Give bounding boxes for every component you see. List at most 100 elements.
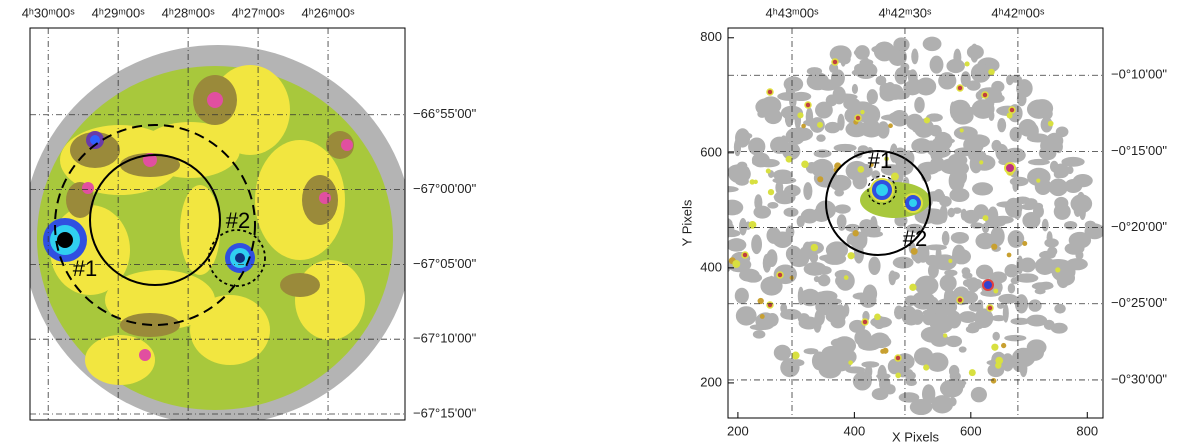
annotation: #2 bbox=[903, 226, 927, 251]
faint-source bbox=[880, 348, 886, 354]
faint-source bbox=[942, 333, 948, 338]
speckle bbox=[783, 76, 804, 92]
speckle bbox=[728, 218, 733, 229]
speckle bbox=[966, 80, 981, 91]
point-source bbox=[766, 88, 774, 96]
speckle bbox=[833, 143, 857, 153]
right-tick-label: −0°10'00" bbox=[1111, 67, 1167, 82]
frame-2 bbox=[727, 27, 1104, 419]
speckle bbox=[892, 256, 914, 269]
speckle bbox=[973, 154, 996, 171]
speckle bbox=[898, 392, 920, 403]
point-source bbox=[956, 296, 964, 304]
speckle bbox=[952, 207, 962, 214]
frame-1 bbox=[29, 27, 406, 421]
faint-source bbox=[801, 123, 806, 129]
faint-source bbox=[964, 61, 970, 67]
speckle bbox=[998, 293, 1018, 304]
speckle bbox=[1027, 167, 1051, 187]
speckle bbox=[967, 322, 984, 330]
top-tick-label: 4ʰ42ᵐ00ˢ bbox=[991, 5, 1045, 20]
speckle bbox=[949, 187, 970, 203]
speckle bbox=[1044, 238, 1059, 248]
faint-source bbox=[910, 247, 918, 255]
speckle bbox=[816, 265, 832, 275]
speckle bbox=[946, 310, 962, 329]
right-tick-label: −0°15'00" bbox=[1111, 143, 1167, 158]
speckle bbox=[1053, 203, 1071, 220]
faint-source bbox=[767, 188, 775, 196]
faint-source bbox=[993, 288, 999, 294]
faint-source bbox=[959, 128, 964, 133]
speckle bbox=[950, 231, 969, 244]
speckle bbox=[871, 45, 893, 54]
faint-source bbox=[791, 351, 800, 360]
speckle bbox=[1064, 242, 1085, 255]
speckle bbox=[879, 376, 891, 392]
right-tick-label: −67°10'00" bbox=[413, 331, 477, 346]
speckle bbox=[922, 36, 942, 52]
speckle bbox=[991, 315, 1007, 322]
speckle bbox=[768, 275, 775, 291]
speckle bbox=[875, 75, 887, 86]
speckle bbox=[803, 348, 819, 355]
speckle bbox=[773, 194, 790, 201]
speckle bbox=[851, 83, 858, 95]
faint-source bbox=[968, 369, 976, 377]
speckle bbox=[790, 359, 805, 367]
speckle bbox=[877, 121, 890, 139]
faint-source bbox=[816, 121, 823, 128]
right-tick-label: −67°15'00" bbox=[413, 405, 477, 420]
right-tick-label: −0°30'00" bbox=[1111, 371, 1167, 386]
faint-source bbox=[1006, 112, 1013, 119]
speckle bbox=[1012, 179, 1019, 192]
faint-source bbox=[988, 68, 995, 76]
speckle bbox=[961, 267, 971, 276]
speckle bbox=[866, 89, 878, 105]
speckle bbox=[997, 117, 1007, 133]
speckle bbox=[911, 291, 936, 310]
faint-source bbox=[1006, 252, 1012, 258]
speckle bbox=[911, 48, 919, 65]
speckle bbox=[914, 275, 939, 296]
speckle bbox=[843, 97, 861, 111]
x-tick-label: 800 bbox=[1076, 423, 1098, 438]
speckle bbox=[913, 118, 935, 138]
speckle bbox=[944, 133, 952, 149]
speckle bbox=[806, 72, 830, 91]
speckle bbox=[916, 243, 930, 263]
speckle bbox=[735, 128, 751, 148]
speckle bbox=[1041, 218, 1049, 232]
point-source bbox=[776, 271, 784, 279]
faint-source bbox=[732, 259, 741, 268]
faint-source bbox=[990, 378, 997, 384]
faint-source bbox=[817, 176, 824, 183]
point-source bbox=[861, 318, 869, 326]
y-tick-label: 200 bbox=[700, 374, 722, 389]
faint-source bbox=[860, 109, 865, 115]
speckle bbox=[921, 208, 944, 218]
speckle bbox=[1001, 353, 1015, 372]
faint-source bbox=[797, 112, 804, 119]
speckle bbox=[934, 298, 958, 316]
speckle bbox=[816, 134, 826, 142]
speckle bbox=[767, 202, 779, 209]
speckle bbox=[939, 205, 948, 224]
speckle bbox=[939, 274, 957, 292]
source-region bbox=[867, 175, 897, 205]
point-source bbox=[982, 279, 994, 291]
speckle bbox=[1007, 283, 1016, 294]
faint-source bbox=[888, 123, 893, 129]
speckle bbox=[862, 284, 878, 304]
faint-source bbox=[1036, 178, 1041, 183]
speckle bbox=[775, 180, 784, 195]
speckle bbox=[770, 136, 790, 154]
faint-source bbox=[1022, 240, 1028, 246]
x-tick-label: 600 bbox=[960, 423, 982, 438]
faint-source bbox=[843, 275, 849, 280]
speckle bbox=[1053, 163, 1070, 179]
speckle bbox=[1040, 116, 1053, 133]
annotation: #2 bbox=[226, 208, 250, 233]
speckle bbox=[1066, 166, 1074, 175]
